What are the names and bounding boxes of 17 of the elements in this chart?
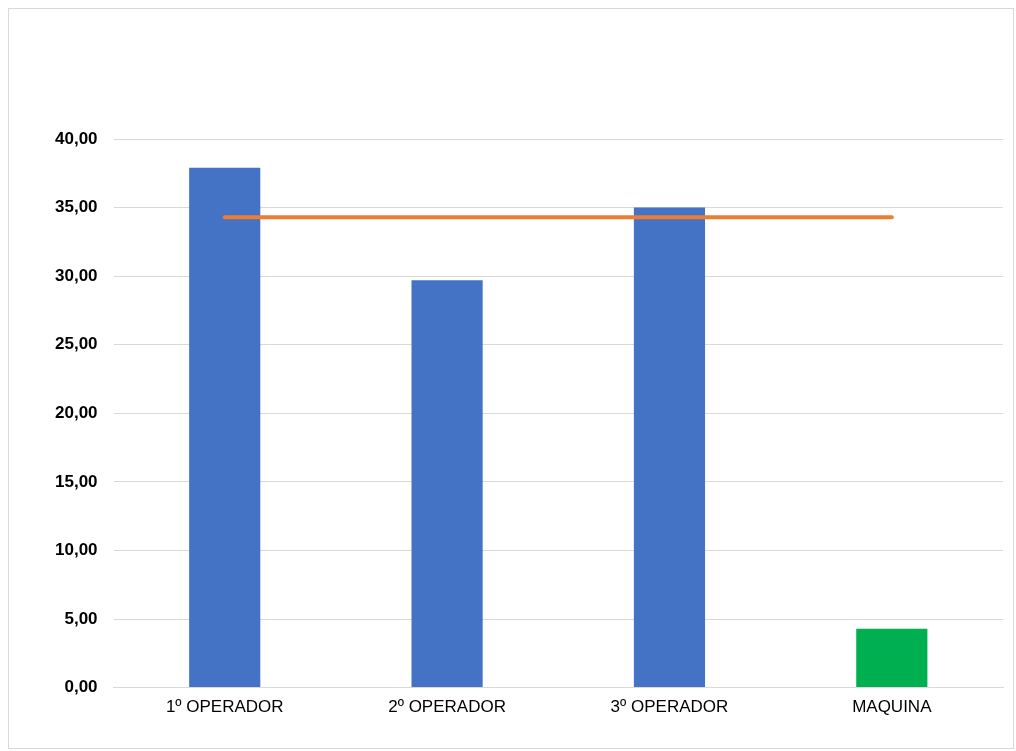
bar [856, 628, 928, 688]
y-tick-label: 40,00 [54, 128, 98, 148]
y-tick-label: 0,00 [64, 677, 98, 697]
y-tick-label: 25,00 [54, 334, 98, 354]
x-tick-label: 1º OPERADOR [165, 697, 284, 717]
y-tick-label: 30,00 [54, 265, 98, 285]
y-tick-label: 10,00 [54, 540, 98, 560]
bar [633, 207, 706, 688]
y-tick-label: 15,00 [54, 471, 98, 491]
bar [189, 167, 261, 688]
x-tick-label: 2º OPERADOR [388, 697, 506, 717]
x-tick-label: MAQUINA [852, 697, 933, 717]
y-tick-label: 5,00 [64, 608, 98, 628]
y-tick-label: 20,00 [54, 402, 98, 422]
bar [411, 280, 483, 688]
x-tick-label: 3º OPERADOR [610, 697, 729, 717]
y-tick-label: 35,00 [54, 197, 98, 217]
